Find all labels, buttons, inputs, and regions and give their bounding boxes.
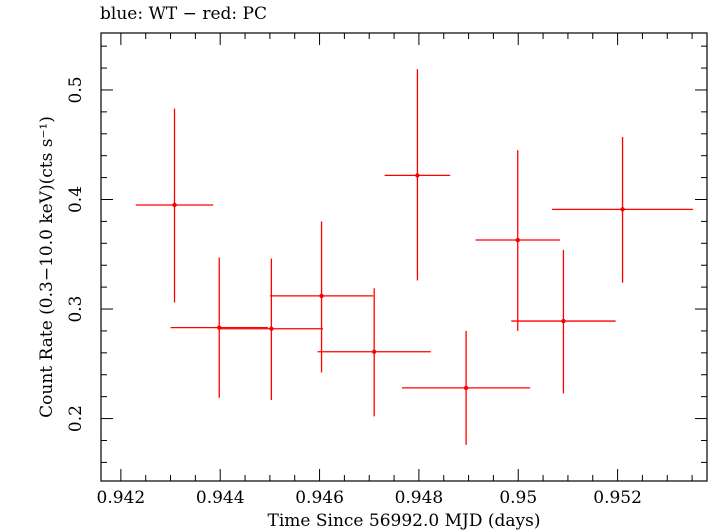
plot-frame (100, 32, 708, 482)
data-marker (319, 293, 324, 299)
data-point (170, 257, 268, 398)
data-marker (172, 202, 177, 208)
data-point (475, 150, 560, 331)
data-marker (515, 237, 520, 243)
x-tick-label: 0.946 (295, 488, 344, 508)
data-point (219, 258, 324, 400)
y-axis-label: Count Rate (0.3−10.0 keV)(cts s⁻¹) (37, 116, 57, 418)
x-tick-label: 0.942 (97, 488, 146, 508)
x-tick-label: 0.95 (499, 488, 537, 508)
data-point (552, 137, 694, 283)
y-tick-label: 0.5 (66, 76, 86, 103)
x-tick-label: 0.944 (196, 488, 245, 508)
data-marker (620, 207, 625, 212)
data-point (384, 69, 451, 281)
data-marker (415, 173, 420, 178)
data-point (135, 108, 214, 303)
data-point (402, 330, 531, 445)
data-point (317, 288, 431, 417)
data-point (511, 249, 616, 394)
x-tick-label: 0.952 (593, 488, 642, 508)
y-tick-label: 0.4 (66, 186, 86, 213)
chart-title: blue: WT − red: PC (100, 4, 267, 24)
data-marker (269, 326, 274, 331)
x-tick-label: 0.948 (395, 488, 444, 508)
y-tick-label: 0.3 (66, 296, 86, 323)
data-marker (463, 385, 469, 391)
x-axis-label: Time Since 56992.0 MJD (days) (268, 511, 541, 531)
data-marker (371, 349, 377, 354)
data-marker (561, 318, 566, 324)
data-point (269, 221, 374, 373)
y-tick-label: 0.2 (66, 405, 86, 432)
